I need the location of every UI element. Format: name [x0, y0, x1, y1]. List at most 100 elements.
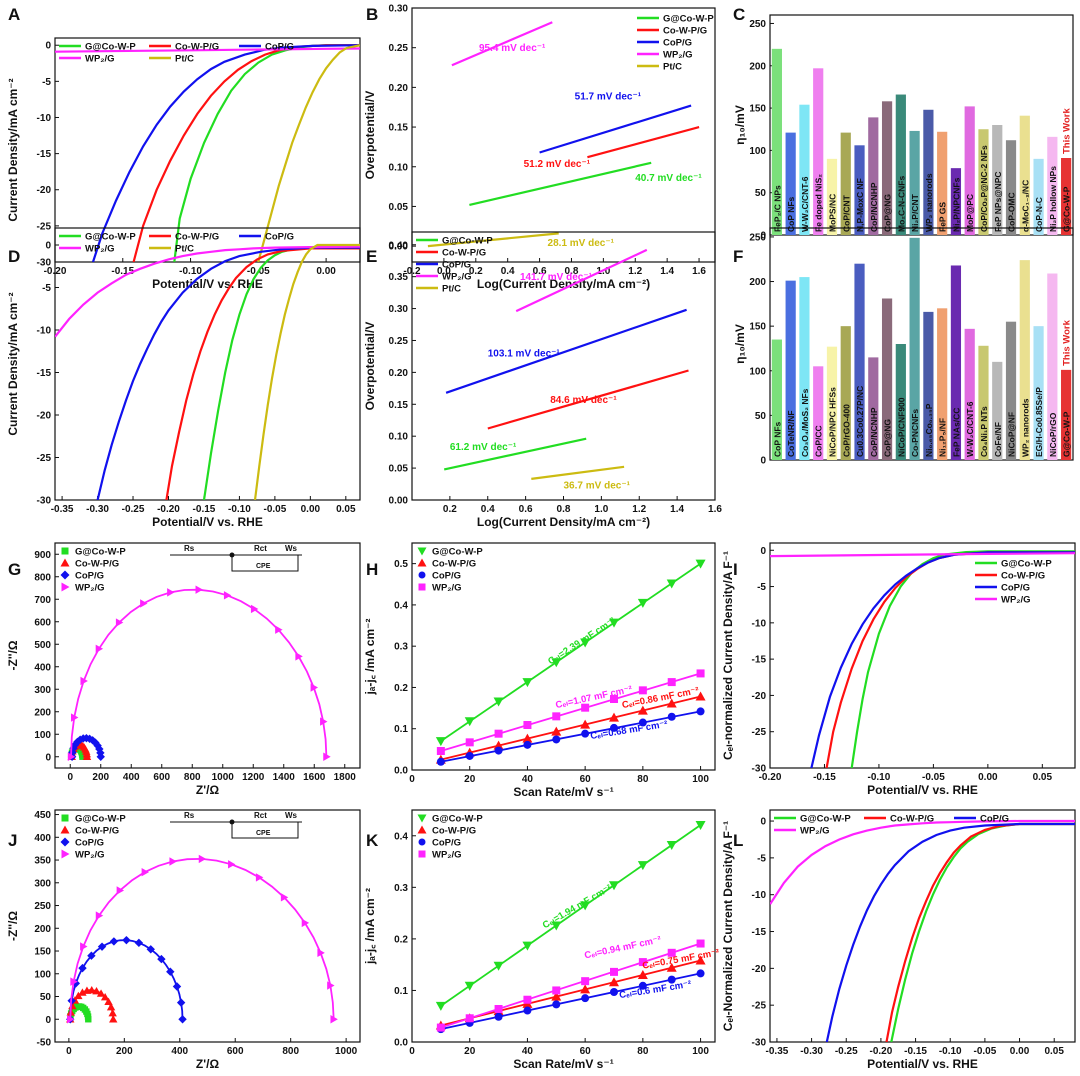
y-tick-label: 150 [749, 322, 766, 333]
y-tick-label: 0.3 [394, 642, 408, 653]
data-point [85, 734, 94, 743]
legend-entry: CoP/G [75, 838, 104, 849]
y-tick-label: 0.20 [389, 83, 409, 94]
plot-frame [411, 7, 716, 263]
y-tick-label: -20 [37, 411, 52, 422]
y-axis-label: η₁₀/mV [733, 105, 747, 145]
y-tick-label: -10 [37, 326, 52, 337]
circuit-label-rs: Rs [184, 811, 195, 820]
category-label: Fe doped NiS₂ [814, 174, 824, 232]
x-tick-label: 0.00 [301, 504, 321, 515]
data-point [176, 998, 186, 1007]
legend-entry: Pt/C [175, 244, 194, 255]
fit-line-CoP/G [440, 710, 701, 763]
category-label: NiCoP/rGO [1048, 412, 1058, 457]
legend-entry: CoP/G [442, 260, 471, 271]
category-label: G@Co-W-P [1062, 411, 1072, 457]
data-point [87, 951, 96, 960]
category-label: NiCoP@NF [1007, 412, 1017, 457]
category-label: W-W₂C/CNT-6 [800, 176, 810, 232]
chart-panel-J: J 0 200 400 600 800 1000 -50 0 50 100 150 200 250 300 3… [6, 809, 361, 1071]
y-axis-label: Current Density/mA cm⁻² [6, 78, 20, 221]
bar-15 [978, 129, 989, 235]
series-line-G@Co-W-P [850, 550, 1075, 768]
data-point [551, 921, 562, 931]
data-point [667, 712, 676, 721]
series-line-WP₂/G [515, 248, 648, 313]
data-point [223, 591, 232, 600]
y-tick-label: 0.30 [389, 4, 409, 15]
legend-marker [418, 571, 426, 579]
data-point [93, 741, 102, 750]
legend-marker [60, 570, 70, 580]
category-label: Ni₂P/CNT [910, 193, 920, 232]
x-axis-label: Log(Current Density/mA cm⁻²) [477, 277, 650, 291]
circuit-node [229, 552, 235, 558]
x-tick-label: -0.20 [157, 504, 180, 515]
data-point [552, 1000, 561, 1009]
y-tick-label: 0 [760, 231, 766, 242]
legend-marker [61, 849, 70, 859]
y-axis-label: -Z''/Ω [6, 911, 20, 941]
legend-marker [418, 583, 426, 591]
fit-line-CoP/G [440, 972, 701, 1030]
data-point [80, 676, 88, 686]
slope-annotation: 141.7 mV dec⁻¹ [520, 272, 593, 283]
data-point [172, 982, 182, 991]
bar-10 [909, 130, 920, 235]
data-point [250, 604, 259, 614]
legend-entry: CoP/G [980, 814, 1009, 825]
x-tick-label: 80 [637, 774, 649, 785]
y-tick-label: -25 [37, 453, 52, 464]
x-tick-label: 1.0 [594, 504, 608, 515]
data-point [255, 873, 264, 882]
category-label: CoP/Co₂P@NC-2 NFs [979, 145, 989, 232]
data-point [666, 698, 677, 708]
bar-9 [895, 344, 906, 460]
category-label: CoP/rGO-400 [841, 404, 851, 457]
plot-frame [411, 809, 716, 1043]
y-axis-label: Overpotential/V [363, 322, 377, 411]
data-point [464, 981, 475, 991]
bar-0 [771, 48, 782, 235]
data-point [581, 703, 590, 712]
category-label: MoPS/NC [827, 194, 837, 232]
data-point [666, 962, 677, 972]
data-point [666, 579, 677, 589]
data-point [610, 967, 618, 976]
data-point [435, 737, 446, 747]
x-tick-label: 0.05 [336, 504, 356, 515]
y-tick-label: 100 [749, 146, 766, 157]
legend-entry: G@Co-W-P [663, 14, 714, 25]
data-point [157, 954, 166, 964]
legend-entry: G@Co-W-P [75, 547, 126, 558]
y-tick-label: -25 [752, 1001, 767, 1012]
bar-7 [868, 357, 879, 460]
data-point [82, 752, 92, 760]
legend-entry: WP₂/G [85, 244, 115, 255]
data-point [275, 625, 283, 634]
bar-14 [964, 328, 975, 460]
data-point [551, 658, 562, 668]
y-tick-label: 50 [755, 411, 767, 422]
legend-marker [417, 825, 427, 834]
x-tick-label: 0.6 [519, 504, 533, 515]
panel-letter: C [733, 5, 745, 24]
bar-15 [978, 345, 989, 460]
data-point [552, 712, 561, 721]
data-point [637, 969, 648, 979]
legend-entry: CoP/G [663, 38, 692, 49]
y-tick-label: 100 [34, 969, 51, 980]
x-axis-label: Log(Current Density/mA cm⁻²) [477, 515, 650, 529]
legend-entry: G@Co-W-P [800, 814, 851, 825]
data-point [323, 752, 331, 761]
y-tick-label: 200 [34, 707, 51, 718]
legend-entry: Co-W-P/G [175, 232, 219, 243]
x-tick-label: -0.15 [111, 266, 134, 277]
bar-9 [895, 94, 906, 236]
category-label: FeP NPs@NPC [993, 171, 1003, 232]
series-line-Co-W-P/G [132, 44, 360, 262]
legend-marker [61, 814, 69, 822]
data-point [493, 961, 504, 971]
